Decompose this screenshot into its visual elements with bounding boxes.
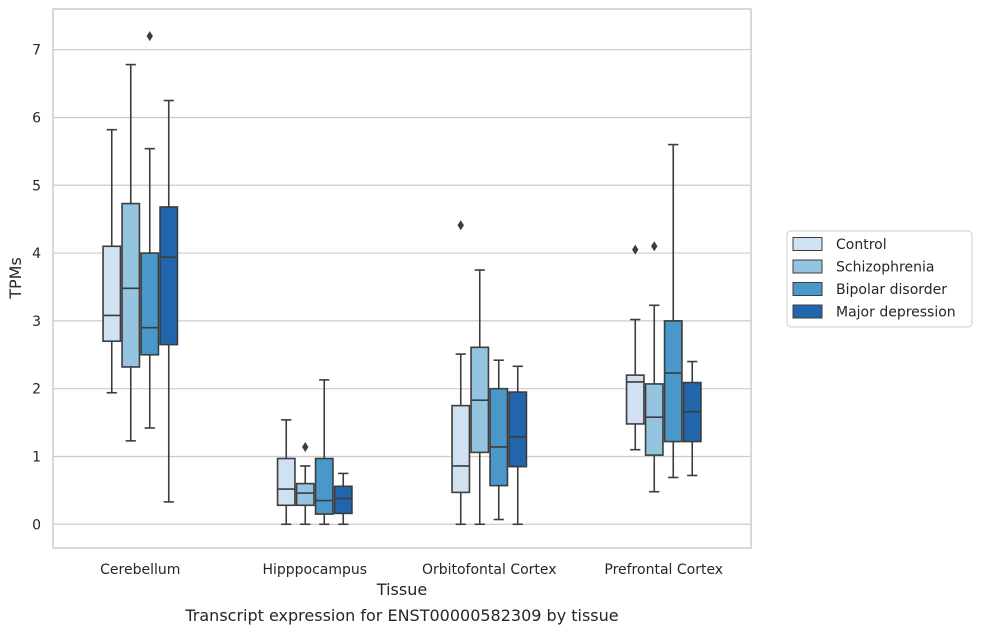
- x-tick-label: Hipppocampus: [262, 562, 367, 578]
- box-group: [682, 360, 702, 477]
- legend-swatch: [792, 259, 823, 274]
- outlier-point: [651, 241, 658, 252]
- box-iqr: [314, 457, 334, 515]
- box-group: [102, 128, 122, 394]
- plot-area-frame: [52, 8, 752, 549]
- y-tick-label: 5: [32, 178, 41, 194]
- legend: Control Schizophrenia Bipolar disorder Majo…: [786, 230, 973, 328]
- y-tick-label: 1: [32, 449, 41, 465]
- box-group: [663, 143, 683, 479]
- box-iqr: [121, 202, 141, 368]
- x-tick-label: Prefrontal Cortex: [604, 562, 723, 578]
- box-group: [295, 441, 315, 526]
- box-iqr: [508, 391, 528, 468]
- legend-item: Major depression: [792, 304, 956, 321]
- legend-items: Control Schizophrenia Bipolar disorder Majo…: [792, 237, 956, 321]
- box-group: [508, 365, 528, 526]
- y-tick-label: 2: [32, 382, 41, 398]
- legend-item: Schizophrenia: [792, 259, 934, 276]
- outlier-point: [632, 244, 639, 255]
- x-axis-ticks: Cerebellum Hipppocampus Orbitofontal Corte…: [100, 562, 723, 578]
- box-iqr: [644, 383, 664, 456]
- y-tick-label: 0: [32, 517, 41, 533]
- y-axis-label: TPMs: [6, 257, 25, 300]
- box-iqr: [333, 485, 353, 515]
- box-group: [333, 472, 353, 526]
- box-group: [140, 31, 160, 429]
- box-iqr: [451, 404, 471, 494]
- y-tick-label: 6: [32, 110, 41, 126]
- box-group: [121, 63, 141, 442]
- x-tick-label: Orbitofontal Cortex: [422, 562, 557, 578]
- box-group: [451, 220, 471, 526]
- box-iqr: [663, 320, 683, 443]
- x-axis-label: Tissue: [376, 580, 427, 599]
- box-iqr: [295, 482, 315, 507]
- legend-label: Control: [836, 237, 887, 253]
- box-group: [625, 244, 645, 451]
- legend-item: Bipolar disorder: [792, 282, 947, 298]
- box-iqr: [140, 252, 160, 356]
- y-axis-ticks: 0 1 2 3 4 5 6 7: [32, 43, 41, 534]
- y-tick-label: 7: [32, 43, 41, 59]
- x-tick-label: Cerebellum: [100, 562, 180, 578]
- legend-swatch: [792, 282, 823, 296]
- box-iqr: [159, 206, 179, 346]
- boxes: [102, 31, 702, 526]
- y-tick-label: 3: [32, 314, 41, 330]
- box-iqr: [489, 387, 509, 487]
- box-group: [489, 359, 509, 521]
- chart-caption: Transcript expression for ENST0000058230…: [184, 606, 618, 625]
- outlier-point: [146, 31, 153, 42]
- box-iqr: [102, 245, 122, 343]
- box-iqr: [276, 457, 296, 507]
- box-group: [314, 379, 334, 526]
- box-group: [470, 269, 490, 526]
- box-group: [159, 99, 179, 503]
- box-group: [644, 241, 664, 493]
- box-iqr: [625, 374, 645, 425]
- legend-swatch: [792, 237, 823, 251]
- legend-label: Major depression: [836, 305, 956, 321]
- legend-label: Bipolar disorder: [836, 282, 947, 298]
- legend-label: Schizophrenia: [836, 260, 934, 276]
- outlier-point: [302, 441, 309, 452]
- outlier-point: [457, 220, 464, 231]
- y-tick-label: 4: [32, 246, 41, 262]
- legend-frame: [786, 230, 973, 328]
- box-group: [276, 419, 296, 526]
- legend-item: Control: [792, 237, 887, 253]
- legend-swatch: [792, 304, 823, 319]
